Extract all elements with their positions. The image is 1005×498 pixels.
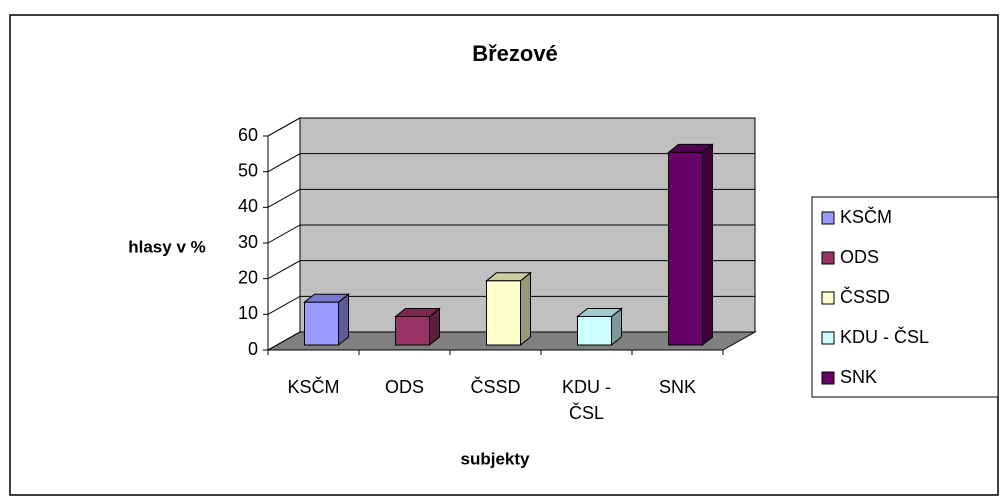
grid-line	[267, 117, 755, 137]
y-tick-label: 60	[238, 125, 258, 145]
legend-label: KSČM	[840, 206, 892, 227]
x-tick-label: SNK	[658, 377, 696, 397]
bar	[304, 301, 339, 346]
legend-swatch	[821, 371, 835, 385]
legend-swatch	[821, 331, 835, 345]
grid-line	[267, 260, 755, 280]
legend-label: ČSSD	[840, 286, 890, 307]
x-axis-title: subjekty	[461, 449, 531, 468]
grid-line	[267, 295, 755, 315]
bar	[577, 315, 612, 346]
bar	[668, 151, 703, 346]
legend-label: SNK	[840, 367, 877, 387]
bar-side	[520, 271, 531, 347]
y-tick-label: 0	[248, 339, 258, 359]
bar-side	[338, 293, 349, 347]
legend-swatch	[821, 211, 835, 225]
x-tick-label: ODS	[384, 377, 424, 397]
legend-swatch	[821, 291, 835, 305]
legend-swatch	[821, 251, 835, 265]
y-axis-title: hlasy v %	[128, 237, 206, 256]
legend-box	[811, 196, 999, 398]
x-tick-label: KSČM	[287, 377, 340, 397]
chart-title: Březové	[472, 41, 558, 66]
legend-label: KDU - ČSL	[840, 326, 929, 347]
legend-label: ODS	[840, 247, 879, 267]
x-tick-label: KDU - ČSL	[562, 377, 611, 423]
y-tick-label: 30	[238, 232, 258, 252]
bar-side	[702, 143, 713, 347]
x-tick-label: ČSSD	[470, 377, 521, 397]
y-tick-label: 10	[238, 303, 258, 323]
bar	[395, 315, 430, 346]
y-tick-label: 50	[238, 160, 258, 180]
y-tick-label: 40	[238, 196, 258, 216]
grid-line	[267, 224, 755, 244]
y-tick-label: 20	[238, 267, 258, 287]
grid-line	[267, 188, 755, 208]
grid-line	[267, 153, 755, 173]
bar	[486, 280, 521, 346]
